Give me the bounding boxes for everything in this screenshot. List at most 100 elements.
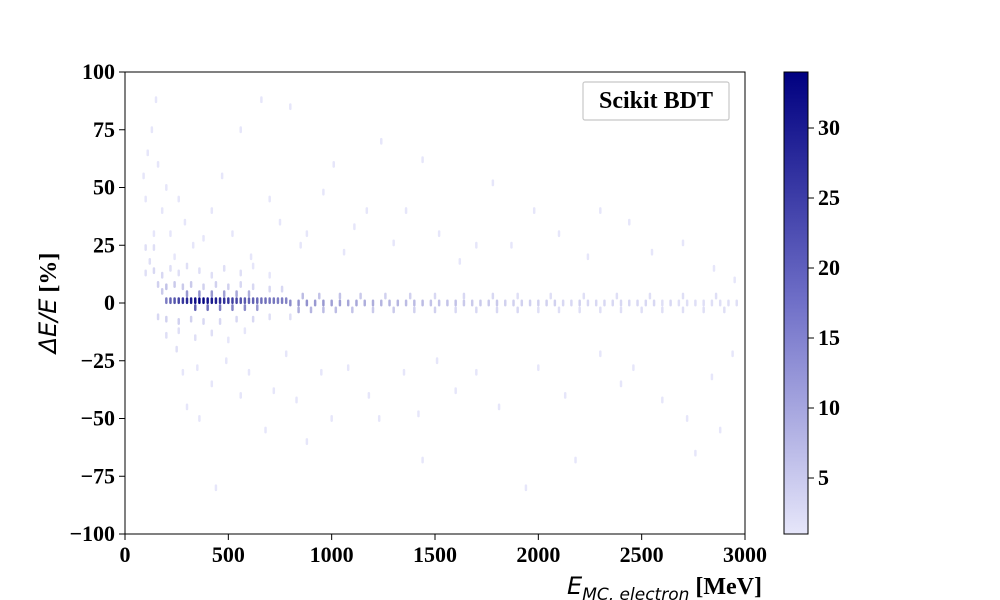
heatmap-bin (574, 456, 577, 464)
heatmap-bin (177, 269, 180, 277)
heatmap-bin (276, 297, 280, 305)
heatmap-bin (652, 299, 656, 307)
heatmap-bin (619, 299, 623, 307)
colorbar-tick-label: 30 (818, 115, 840, 140)
heatmap-bin (268, 271, 271, 279)
heatmap-bin (446, 299, 449, 307)
heatmap-bin (144, 195, 147, 203)
heatmap-bin (322, 306, 325, 314)
heatmap-bin (475, 241, 478, 249)
heatmap-bin (433, 292, 437, 300)
x-tick-label: 1000 (310, 542, 354, 567)
heatmap-bin (408, 292, 412, 300)
heatmap-bin (185, 297, 189, 305)
heatmap-bin (272, 387, 276, 395)
heatmap-bin (510, 241, 513, 249)
heatmap-bin (669, 299, 672, 307)
heatmap-bin (185, 290, 189, 298)
heatmap-bin (284, 297, 288, 305)
heatmap-bin (677, 299, 681, 307)
heatmap-bin (632, 364, 635, 372)
heatmap-bin (650, 248, 654, 256)
heatmap-bin (239, 126, 242, 134)
heatmap-bin (628, 299, 631, 307)
heatmap-bin (363, 299, 366, 307)
heatmap-bin (404, 207, 408, 215)
heatmap-bin (421, 156, 424, 164)
heatmap-bin (185, 403, 189, 411)
y-tick-label: −75 (80, 463, 115, 488)
heatmap-bin (524, 484, 528, 492)
heatmap-bin (359, 292, 362, 300)
heatmap-bin (181, 368, 185, 376)
heatmap-bin (220, 172, 224, 180)
heatmap-bin (338, 292, 342, 300)
heatmap-bin (462, 299, 466, 307)
heatmap-bin (318, 292, 321, 300)
heatmap-bin (392, 239, 395, 247)
heatmap-bin (165, 297, 168, 305)
heatmap-bin (537, 299, 540, 307)
heatmap-bin (681, 239, 685, 247)
heatmap-bin (169, 264, 172, 272)
heatmap-bin (570, 299, 573, 307)
y-tick-label: −25 (80, 348, 115, 373)
heatmap-bin (557, 230, 561, 238)
heatmap-bin (322, 188, 325, 196)
heatmap-bin (371, 306, 375, 314)
heatmap-bin (599, 306, 602, 314)
y-tick-label: −100 (69, 521, 115, 546)
heatmap-bin (338, 299, 342, 307)
heatmap-bin (169, 297, 172, 305)
heatmap-bin (561, 299, 565, 307)
heatmap-bin (661, 306, 664, 314)
heatmap-bin (202, 234, 205, 242)
heatmap-bin (413, 306, 416, 314)
heatmap-bin (268, 313, 271, 321)
heatmap-bin (231, 230, 234, 238)
heatmap-bin (628, 218, 631, 226)
heatmap-bin (557, 306, 561, 314)
heatmap-bin (346, 299, 350, 307)
heatmap-bin (152, 267, 156, 275)
heatmap-bin (202, 283, 205, 291)
heatmap-bin (264, 297, 267, 305)
x-axis: 0 500 1000 1500 2000 2500 3000 (120, 534, 767, 567)
heatmap-bin (429, 299, 433, 307)
heatmap-bin (165, 331, 168, 339)
heatmap-bin (661, 396, 664, 404)
heatmap-bin (165, 315, 168, 323)
heatmap-bin (210, 329, 214, 337)
heatmap-bin (512, 299, 515, 307)
heatmap-bin (206, 304, 209, 312)
heatmap-bin (160, 271, 164, 279)
heatmap-bin (218, 297, 222, 305)
heatmap-bin (185, 262, 189, 270)
heatmap-bin (152, 244, 156, 252)
x-tick-label: 500 (212, 542, 245, 567)
heatmap-bin (532, 207, 536, 215)
heatmap-bin (537, 364, 540, 372)
heatmap-bin (278, 218, 282, 226)
heatmap-bin (268, 285, 271, 293)
colorbar-tick-label: 5 (818, 465, 829, 490)
heatmap-bin (235, 297, 238, 305)
heatmap-bin (243, 327, 247, 335)
heatmap-bin (225, 357, 228, 365)
heatmap-bin (189, 297, 193, 305)
heatmap-bin (309, 306, 313, 314)
heatmap-bin (272, 297, 276, 305)
heatmap-bin (475, 306, 478, 314)
heatmap-bin (256, 304, 259, 312)
heatmap-bin (173, 281, 176, 288)
legend-frame (582, 81, 730, 121)
heatmap-bin (305, 438, 309, 446)
heatmap-bin (681, 306, 685, 314)
heatmap-bin (342, 248, 346, 256)
heatmap-bin (586, 253, 590, 261)
heatmap-bin (222, 290, 226, 298)
heatmap-bin (297, 306, 300, 314)
heatmap-bins (142, 96, 738, 492)
legend-label: Scikit BDT (599, 88, 713, 114)
colorbar-ticks: 5 10 15 20 25 30 (808, 115, 840, 490)
